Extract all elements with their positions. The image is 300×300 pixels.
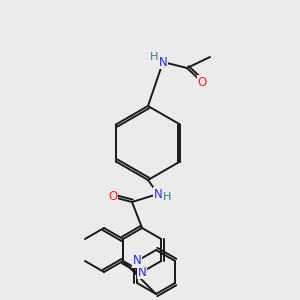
Text: H: H	[150, 52, 158, 62]
Text: O: O	[197, 76, 207, 88]
Text: O: O	[108, 190, 118, 203]
Text: N: N	[159, 56, 167, 68]
Text: N: N	[154, 188, 162, 200]
Text: H: H	[163, 192, 171, 202]
Text: N: N	[133, 254, 141, 268]
Text: N: N	[138, 266, 146, 278]
